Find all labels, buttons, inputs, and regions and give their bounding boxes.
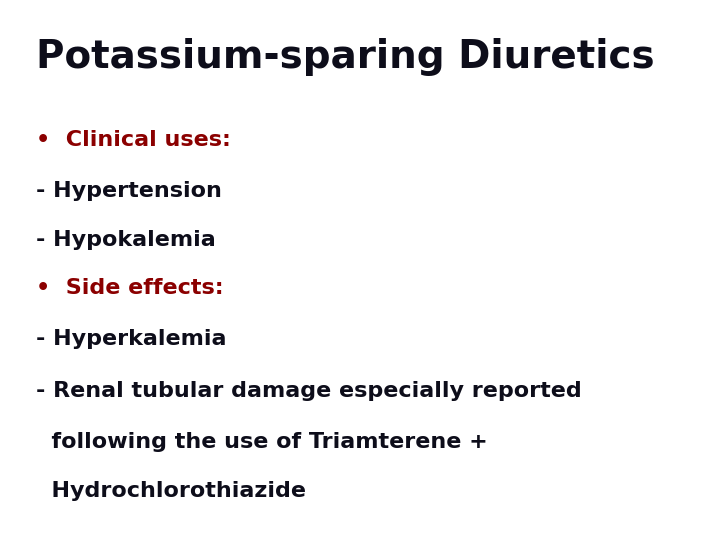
Text: - Renal tubular damage especially reported: - Renal tubular damage especially report… [36,381,582,401]
Text: - Hypokalemia: - Hypokalemia [36,230,216,249]
Text: Hydrochlorothiazide: Hydrochlorothiazide [36,481,306,501]
Text: •  Clinical uses:: • Clinical uses: [36,130,231,150]
Text: following the use of Triamterene +: following the use of Triamterene + [36,432,487,452]
Text: Potassium-sparing Diuretics: Potassium-sparing Diuretics [36,38,654,76]
Text: •  Side effects:: • Side effects: [36,278,224,298]
Text: - Hyperkalemia: - Hyperkalemia [36,329,227,349]
Text: - Hypertension: - Hypertension [36,181,222,201]
